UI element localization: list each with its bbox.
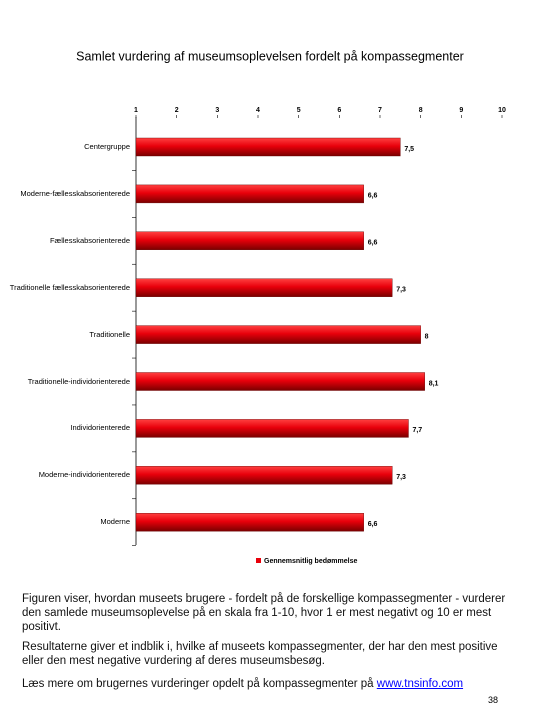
- x-tick-label: 10: [498, 107, 506, 114]
- y-tick-label: Moderne-fællesskabsorienterede: [20, 188, 130, 198]
- y-tick-label: Traditionelle-individorienterede: [27, 376, 130, 386]
- link[interactable]: www.tnsinfo.com: [376, 678, 464, 690]
- paragraph: Figuren viser, hvordan museets brugere -…: [22, 593, 506, 633]
- bar: [135, 513, 364, 532]
- x-tick-label: 5: [297, 107, 301, 114]
- data-label: 7,5: [404, 146, 414, 153]
- bar: [135, 372, 425, 391]
- paragraph: Læs mere om brugernes vurderinger opdelt…: [22, 677, 522, 691]
- data-label: 7,3: [396, 474, 406, 481]
- x-tick-label: 6: [337, 107, 341, 114]
- page-number: 38: [488, 695, 499, 705]
- y-tick-label: Traditionelle: [89, 329, 130, 339]
- x-tick-label: 3: [215, 107, 219, 114]
- legend-swatch: [256, 558, 261, 563]
- chart-title: Samlet vurdering af museumsoplevelsen fo…: [76, 49, 464, 63]
- bar: [135, 184, 364, 204]
- data-label: 6,6: [368, 240, 378, 247]
- bar: [135, 137, 401, 157]
- legend-label: Gennemsnitlig bedømmelse: [264, 558, 357, 565]
- y-tick-label: Traditionelle fællesskabsorienterede: [9, 282, 130, 292]
- bar: [135, 231, 364, 251]
- data-label: 7,3: [396, 287, 406, 294]
- paragraph: Resultaterne giver et indblik i, hvilke …: [22, 641, 498, 667]
- y-tick-label: Centergruppe: [84, 142, 130, 151]
- bar: [135, 419, 409, 438]
- y-tick-label: Moderne-individorienterede: [38, 470, 130, 480]
- x-tick-label: 2: [175, 107, 179, 114]
- data-label: 6,6: [368, 521, 378, 528]
- y-tick-label: Fællesskabsorienterede: [49, 235, 130, 245]
- y-tick-label: Moderne: [100, 517, 130, 527]
- bar: [135, 278, 393, 297]
- data-label: 6,6: [368, 193, 378, 200]
- bar: [135, 325, 421, 344]
- x-tick-label: 9: [459, 107, 463, 114]
- data-label: 7,7: [412, 427, 422, 434]
- paragraph-text: Læs mere om brugernes vurderinger opdelt…: [22, 678, 377, 690]
- y-tick-label: Individorienterede: [70, 423, 130, 433]
- x-tick-label: 4: [256, 107, 260, 114]
- x-tick-label: 7: [378, 107, 382, 114]
- bar: [135, 466, 393, 485]
- x-tick-label: 8: [419, 107, 423, 114]
- data-label: 8: [425, 333, 429, 340]
- data-label: 8,1: [429, 380, 439, 387]
- x-tick-label: 1: [134, 107, 138, 114]
